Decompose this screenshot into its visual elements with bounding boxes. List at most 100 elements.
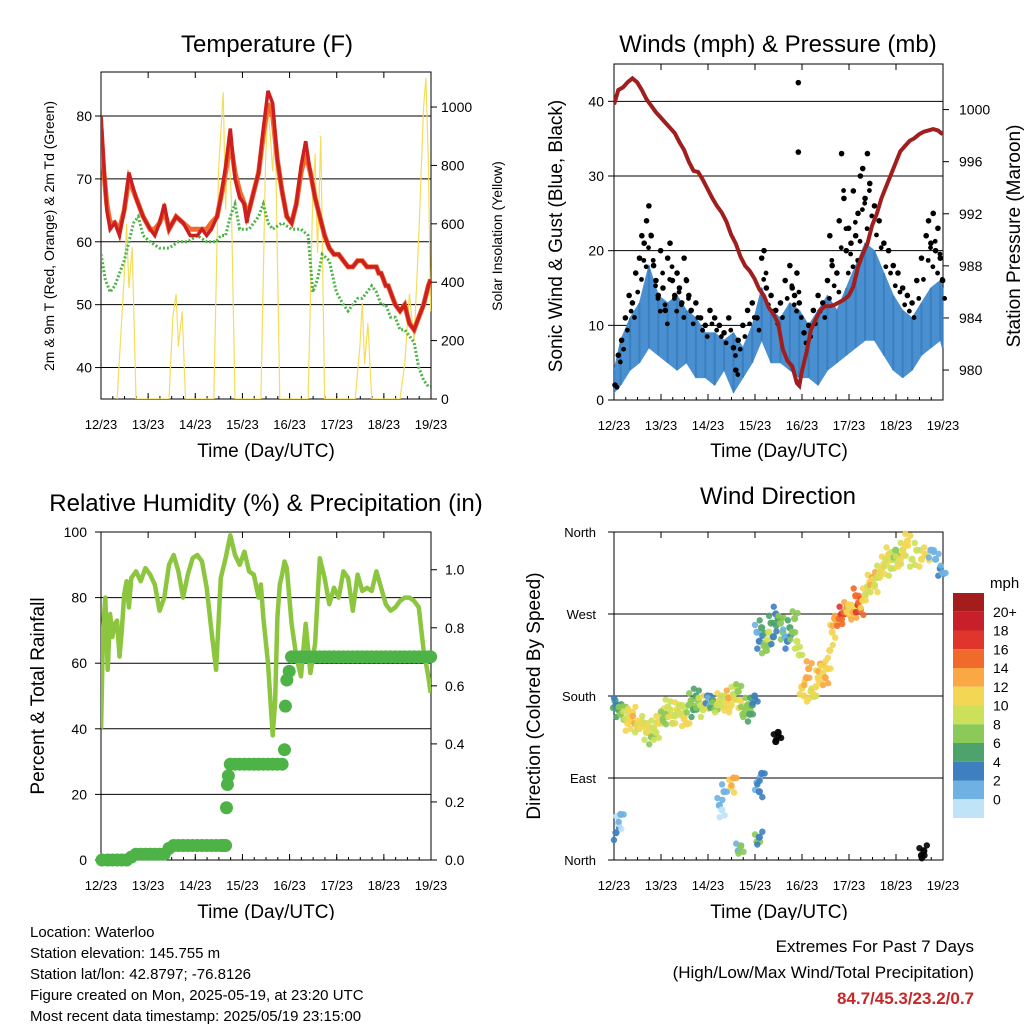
direction-point — [620, 708, 627, 715]
gust-point — [890, 262, 897, 269]
gust-point — [632, 315, 637, 320]
gust-point — [671, 292, 678, 299]
gust-point — [862, 195, 868, 202]
colorbar-swatch — [953, 630, 984, 650]
direction-point — [755, 637, 763, 645]
gust-point — [761, 277, 767, 282]
gust-point — [669, 277, 676, 284]
direction-xtick-label: 15/23 — [739, 878, 772, 893]
direction-point — [768, 640, 775, 648]
gust-point — [714, 327, 720, 333]
direction-point — [751, 621, 759, 629]
gust-point — [939, 277, 946, 284]
gust-point — [923, 232, 929, 239]
gust-point — [622, 315, 629, 321]
direction-point — [787, 636, 794, 643]
direction-grid — [614, 531, 943, 861]
gust-point — [646, 245, 651, 251]
gust-point — [639, 277, 644, 282]
direction-point — [814, 674, 822, 682]
gust-point — [655, 292, 662, 299]
winds-title: Winds (mph) & Pressure (mb) — [619, 31, 936, 58]
gust-point — [777, 300, 784, 306]
direction-point — [826, 646, 834, 655]
gust-point — [646, 203, 652, 209]
humidity-ytick-label: 40 — [71, 721, 87, 737]
direction-point — [935, 550, 942, 558]
gust-point — [657, 247, 664, 254]
gust-point — [667, 240, 673, 246]
direction-point — [881, 563, 888, 570]
direction-point — [610, 836, 618, 844]
direction-point — [784, 617, 792, 624]
direction-point — [725, 709, 733, 716]
gust-point — [794, 270, 800, 276]
temperature-xtick-label: 13/23 — [132, 417, 165, 432]
direction-point — [697, 713, 705, 721]
gust-point — [653, 283, 658, 289]
direction-point — [756, 777, 763, 784]
gust-point — [909, 300, 915, 306]
direction-point — [660, 718, 667, 725]
direction-point — [772, 736, 780, 743]
direction-x-ticks: 12/23 13/23 14/23 15/23 16/23 17/23 18/23 19/23 — [598, 532, 959, 893]
gust-point — [836, 218, 843, 224]
humidity-xtick-label: 15/23 — [226, 878, 259, 893]
gust-point — [864, 150, 871, 157]
elevation-text: Station elevation: 145.755 m — [30, 945, 221, 962]
gust-point — [852, 219, 858, 225]
colorbar-title: mph — [990, 575, 1019, 592]
gust-point — [772, 307, 779, 314]
gust-point — [838, 150, 845, 157]
direction-point — [622, 727, 629, 734]
temperature-panel: Temperature (F) 40 50 60 70 80 0 200 400 600 800… — [41, 31, 505, 462]
direction-point — [655, 734, 663, 742]
gust-point — [787, 262, 793, 269]
winds-xtick-label: 13/23 — [645, 418, 678, 433]
direction-point — [686, 720, 693, 727]
station-info: Location: Waterloo Station elevation: 14… — [30, 922, 364, 1027]
humidity-title: Relative Humidity (%) & Precipitation (i… — [49, 490, 482, 517]
gust-point — [702, 322, 709, 329]
gust-point — [885, 247, 892, 254]
winds-ytick-label: 10 — [588, 317, 604, 333]
winds-x-ticks: 12/23 13/23 14/23 15/23 16/23 17/23 18/23 19/23 — [598, 64, 959, 433]
gust-point — [742, 334, 748, 339]
direction-point — [688, 713, 695, 721]
direction-point — [620, 811, 627, 818]
gust-point — [829, 257, 835, 263]
direction-point — [828, 628, 836, 636]
gust-point — [866, 180, 873, 187]
gust-point — [822, 315, 828, 320]
humidity-xtick-label: 12/23 — [85, 878, 118, 893]
gust-point — [709, 321, 715, 327]
direction-point — [636, 725, 644, 732]
direction-point — [917, 555, 926, 563]
gust-point — [674, 308, 680, 314]
humidity-xtick-label: 13/23 — [132, 878, 165, 893]
winds-left-ticks: 0 10 20 30 40 — [588, 93, 614, 408]
direction-ytick-label: South — [562, 689, 596, 704]
direction-point — [723, 687, 730, 694]
winds-xtick-label: 14/23 — [692, 418, 725, 433]
direction-point — [794, 609, 801, 617]
gust-point — [763, 270, 769, 276]
gust-point — [859, 207, 865, 213]
winds-ytick-label: 20 — [588, 243, 604, 259]
gust-point — [876, 218, 882, 224]
gust-point — [754, 315, 760, 321]
gust-point — [789, 285, 796, 291]
gust-point — [683, 277, 690, 284]
gust-point — [747, 321, 752, 327]
gust-point — [845, 225, 852, 232]
gust-point — [749, 300, 756, 306]
gust-point — [937, 255, 944, 261]
humidity-y2tick-label: 0.8 — [445, 620, 465, 636]
direction-point — [885, 572, 893, 579]
colorbar-label: 6 — [993, 735, 1001, 751]
gust-point — [707, 307, 713, 314]
gust-point — [628, 308, 634, 314]
temperature-xtick-label: 18/23 — [368, 417, 401, 432]
gust-point — [624, 327, 630, 333]
gust-point — [850, 264, 856, 270]
